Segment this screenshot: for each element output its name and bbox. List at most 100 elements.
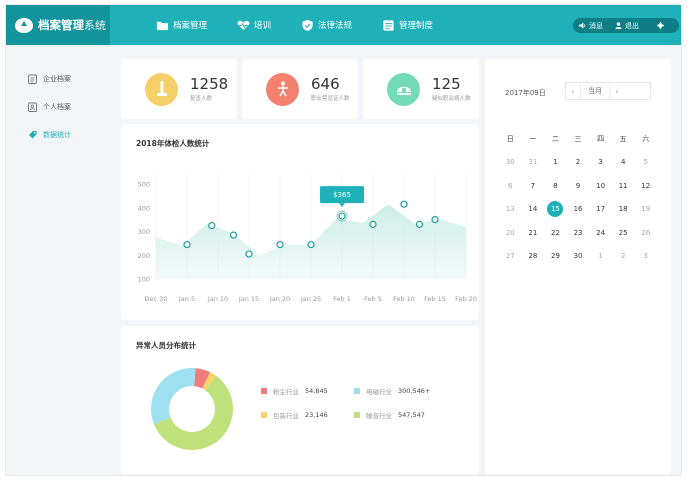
sidebar-item-label: 个人档案 [43, 103, 71, 111]
header-actions: 消息 退出 [573, 18, 679, 33]
settings-button[interactable] [657, 22, 667, 29]
donut-slice[interactable] [194, 368, 211, 389]
data-point[interactable] [415, 220, 424, 228]
calendar-day[interactable]: 4 [620, 158, 626, 167]
calendar-day-today[interactable]: 15 [544, 201, 567, 218]
calendar-day[interactable]: 16 [573, 205, 583, 214]
prev-month-button[interactable]: ‹ [571, 86, 575, 96]
calendar-day[interactable]: 31 [528, 158, 538, 167]
calendar-day[interactable]: 19 [641, 205, 651, 214]
data-point[interactable] [208, 221, 216, 230]
calendar-day[interactable]: 24 [596, 228, 606, 237]
current-month-button[interactable]: 当月 [580, 83, 610, 99]
nav-laws[interactable]: 法律法规 [301, 5, 352, 45]
data-point[interactable] [307, 240, 315, 249]
calendar-day[interactable]: 26 [641, 228, 651, 237]
sidebar: 企业档案 个人档案 数据统计 [6, 45, 110, 475]
donut-slice[interactable] [202, 372, 216, 391]
x-tick-label: Jan 25 [300, 295, 321, 303]
calendar-day[interactable]: 28 [528, 252, 538, 261]
calendar-day[interactable]: 18 [618, 205, 628, 214]
calendar-day[interactable]: 3 [643, 252, 648, 261]
legend-value: 300,546+ [398, 387, 431, 395]
calendar-day[interactable]: 1 [553, 158, 558, 167]
nav-regulations[interactable]: 管理制度 [382, 5, 433, 45]
calendar-month-label: 2017年09日 [505, 89, 546, 97]
calendar-day[interactable]: 5 [643, 158, 648, 167]
data-point[interactable] [338, 212, 346, 220]
sidebar-item-data-stats[interactable]: 数据统计 [28, 130, 71, 140]
data-point[interactable] [400, 200, 408, 208]
person-icon [277, 81, 288, 97]
nav-training-label: 培训 [254, 21, 272, 31]
stat-card-suspected[interactable]: 125 疑似职业病人数 [363, 59, 479, 119]
calendar-grid: 日一二三四五六 30 31 1 2 3 4 5 6 7 8 9 10 11 12 13 14 15 16 17 18 19… [499, 127, 657, 268]
messages-label: 消息 [589, 21, 603, 30]
stat-card-contraindication[interactable]: 646 职业禁忌证人数 [242, 59, 358, 119]
stat-icon-circle [145, 72, 178, 106]
y-tick-label: 300 [138, 228, 150, 236]
calendar-day[interactable]: 11 [618, 181, 628, 190]
tooltip-arrow [339, 203, 345, 208]
nav-training[interactable]: 培训 [237, 5, 271, 45]
calendar-day[interactable]: 30 [573, 252, 583, 261]
x-tick-label: Jan 20 [269, 295, 290, 303]
next-month-button[interactable]: › [615, 86, 619, 96]
data-point[interactable] [183, 240, 191, 249]
calendar-card: 2017年09日 ‹ 当月 › 日一二三四五六 30 31 1 2 3 4 5 6 7 8 9 10 11… [485, 59, 671, 474]
calendar-week-row: 6 7 8 9 10 11 12 [499, 174, 657, 198]
legend-item-dust[interactable]: 粉尘行业 54,845 [261, 386, 328, 396]
app-frame: 档案管理 系统 档案管理 培训 法律法规 管理制度 [5, 4, 682, 476]
calendar-day[interactable]: 7 [530, 181, 536, 190]
calendar-day[interactable]: 13 [505, 205, 515, 214]
x-tick-label: Feb 15 [424, 295, 446, 303]
data-point[interactable] [369, 220, 377, 228]
legend-swatch [261, 388, 267, 394]
calendar-day[interactable]: 9 [575, 181, 581, 190]
sidebar-item-company-archives[interactable]: 企业档案 [28, 74, 71, 84]
logout-label: 退出 [625, 21, 639, 30]
legend-item-electromagnetic[interactable]: 电磁行业 300,546+ [354, 386, 430, 396]
calendar-day[interactable]: 27 [505, 252, 515, 261]
calendar-day[interactable]: 20 [505, 228, 515, 237]
stat-card-reexam[interactable]: 1258 复查人数 [121, 59, 237, 119]
calendar-day[interactable]: 23 [573, 228, 583, 237]
calendar-day[interactable]: 21 [528, 228, 538, 237]
calendar-day[interactable]: 6 [508, 181, 513, 190]
data-point[interactable] [431, 216, 439, 224]
calendar-day[interactable]: 17 [596, 205, 606, 214]
data-point[interactable] [229, 231, 238, 239]
brand[interactable]: 档案管理 系统 [6, 5, 110, 45]
calendar-day[interactable]: 2 [620, 252, 626, 261]
legend-item-noise[interactable]: 噪音行业 547,547 [354, 410, 425, 420]
donut-slice[interactable] [153, 375, 233, 450]
legend-item-packaging[interactable]: 包装行业 23,146 [261, 410, 328, 420]
calendar-day[interactable]: 30 [505, 158, 515, 167]
test-tube-icon [156, 81, 167, 96]
calendar-day[interactable]: 14 [528, 205, 538, 214]
calendar-day[interactable]: 10 [596, 181, 606, 190]
sidebar-item-personal-archives[interactable]: 个人档案 [28, 102, 71, 112]
tooltip-box [320, 186, 364, 204]
calendar-day[interactable]: 3 [598, 158, 603, 167]
calendar-day[interactable]: 1 [598, 252, 603, 261]
heartbeat-icon [237, 20, 250, 30]
user-icon [615, 22, 622, 29]
legend-name: 电磁行业 [366, 388, 392, 396]
donut-slice[interactable] [151, 368, 196, 425]
data-point[interactable] [276, 240, 284, 249]
messages-button[interactable]: 消息 [579, 21, 603, 31]
donut-chart [151, 368, 233, 450]
highlight-ring [336, 210, 348, 222]
calendar-day[interactable]: 8 [553, 181, 558, 190]
calendar-day[interactable]: 29 [550, 252, 560, 261]
logout-button[interactable]: 退出 [615, 21, 639, 31]
line-chart: 100 200 300 400 500 Dec 30 Jan 5 Jan 10 Jan 15 Ja… [138, 174, 477, 303]
data-point[interactable] [245, 250, 253, 258]
calendar-day[interactable]: 22 [550, 228, 560, 237]
calendar-day[interactable]: 12 [641, 181, 651, 190]
calendar-day[interactable]: 2 [575, 158, 581, 167]
calendar-day[interactable]: 25 [618, 228, 628, 237]
stat-label: 疑似职业病人数 [432, 96, 471, 102]
nav-archives[interactable]: 档案管理 [156, 5, 207, 45]
